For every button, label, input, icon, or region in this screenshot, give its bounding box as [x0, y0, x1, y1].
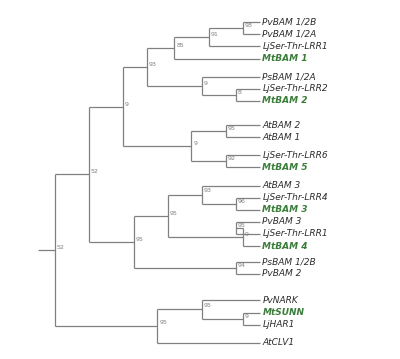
Text: LjSer-Thr-LRR1: LjSer-Thr-LRR1 — [262, 42, 328, 51]
Text: MtBAM 5: MtBAM 5 — [262, 163, 308, 172]
Text: PsBAM 1/2B: PsBAM 1/2B — [262, 257, 316, 266]
Text: 96: 96 — [238, 199, 245, 204]
Text: 92: 92 — [227, 157, 235, 161]
Text: 94: 94 — [238, 263, 246, 268]
Text: 98: 98 — [244, 23, 252, 28]
Text: 52: 52 — [91, 169, 99, 174]
Text: 95: 95 — [169, 211, 177, 216]
Text: MtBAM 3: MtBAM 3 — [262, 205, 308, 214]
Text: AtCLV1: AtCLV1 — [262, 338, 294, 347]
Text: 91: 91 — [210, 32, 218, 37]
Text: MtBAM 4: MtBAM 4 — [262, 242, 308, 251]
Text: 9: 9 — [193, 141, 197, 146]
Text: 9: 9 — [125, 102, 129, 107]
Text: 52: 52 — [57, 245, 65, 250]
Text: AtBAM 2: AtBAM 2 — [262, 121, 300, 130]
Text: PvBAM 1/2A: PvBAM 1/2A — [262, 30, 316, 39]
Text: LjSer-Thr-LRR2: LjSer-Thr-LRR2 — [262, 84, 328, 93]
Text: LjSer-Thr-LRR1: LjSer-Thr-LRR1 — [262, 229, 328, 238]
Text: PvBAM 3: PvBAM 3 — [262, 217, 302, 226]
Text: 8: 8 — [238, 90, 241, 95]
Text: PsBAM 1/2A: PsBAM 1/2A — [262, 72, 316, 81]
Text: 95: 95 — [159, 320, 167, 325]
Text: 9: 9 — [204, 81, 208, 86]
Text: 95: 95 — [238, 223, 245, 228]
Text: 95: 95 — [135, 237, 143, 242]
Text: 9: 9 — [244, 232, 248, 237]
Text: LjHAR1: LjHAR1 — [262, 320, 295, 329]
Text: 93: 93 — [204, 188, 212, 194]
Text: MtBAM 2: MtBAM 2 — [262, 97, 308, 106]
Text: 85: 85 — [176, 43, 184, 48]
Text: 93: 93 — [149, 62, 157, 67]
Text: AtBAM 1: AtBAM 1 — [262, 133, 300, 142]
Text: MtSUNN: MtSUNN — [262, 308, 304, 317]
Text: PvBAM 1/2B: PvBAM 1/2B — [262, 18, 316, 27]
Text: LjSer-Thr-LRR4: LjSer-Thr-LRR4 — [262, 193, 328, 202]
Text: PvBAM 2: PvBAM 2 — [262, 269, 302, 278]
Text: LjSer-Thr-LRR6: LjSer-Thr-LRR6 — [262, 151, 328, 160]
Text: 9: 9 — [244, 313, 248, 318]
Text: AtBAM 3: AtBAM 3 — [262, 181, 300, 190]
Text: PvNARK: PvNARK — [262, 296, 298, 305]
Text: MtBAM 1: MtBAM 1 — [262, 54, 308, 63]
Text: 95: 95 — [227, 126, 235, 131]
Text: 95: 95 — [204, 303, 211, 308]
